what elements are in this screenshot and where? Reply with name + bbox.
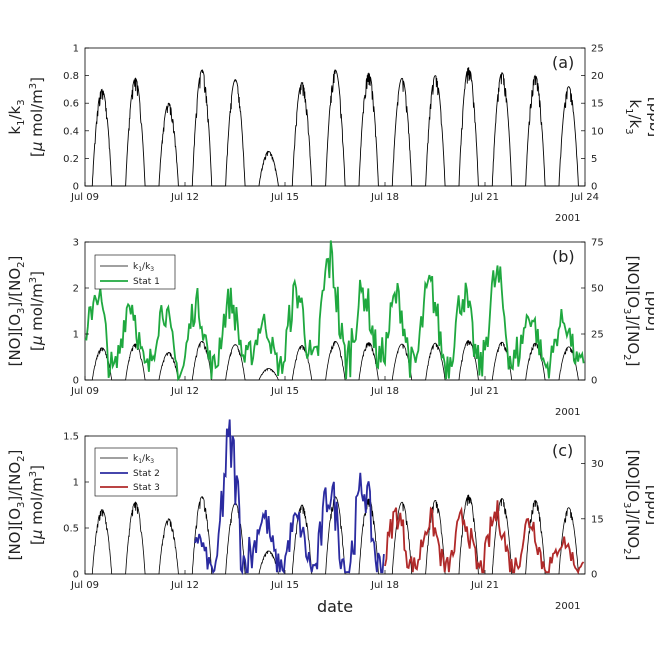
y-tick-label-left: 0.5 xyxy=(63,524,79,535)
x-tick-label: Jul 21 xyxy=(470,192,499,203)
y-tick-label-right: 0 xyxy=(591,376,597,387)
svg-text:[ppb]: [ppb] xyxy=(644,485,654,525)
y-tick-label-left: 3 xyxy=(73,238,79,249)
svg-text:[μ mol/m3]: [μ mol/m3] xyxy=(28,271,46,351)
x-tick-label: Jul 09 xyxy=(70,192,99,203)
panel-c: Jul 09 Jul 12 Jul 15 Jul 18 Jul 21 0 0.5 1 1.5 0 1… xyxy=(6,419,654,616)
y-tick-label-right: 75 xyxy=(591,238,604,249)
y-tick-label-left: 1 xyxy=(73,330,79,341)
panel-c-ylabel-right: [NO][O3]/[NO2] [ppb] xyxy=(621,450,654,561)
panel-b-label: (b) xyxy=(552,247,575,266)
panel-b-legend: k1/k3 Stat 1 xyxy=(94,254,176,290)
x-tick-label: Jul 18 xyxy=(370,192,399,203)
y-tick-label-right: 0 xyxy=(591,182,597,193)
svg-text:[ppb]: [ppb] xyxy=(644,291,654,331)
x-tick-label: Jul 21 xyxy=(470,386,499,397)
y-tick-label-right: 0 xyxy=(591,570,597,581)
legend-stat3-label: Stat 3 xyxy=(133,483,160,493)
panel-c-axes-box xyxy=(84,435,586,575)
svg-text:k1/k3: k1/k3 xyxy=(623,99,644,134)
x-tick-label: Jul 12 xyxy=(170,580,199,591)
y-tick-label-right: 25 xyxy=(591,330,604,341)
y-tick-label-right: 30 xyxy=(591,459,604,470)
y-tick-label-right: 20 xyxy=(591,71,604,82)
legend-stat1-label: Stat 1 xyxy=(133,277,160,287)
y-tick-label-left: 0 xyxy=(73,376,79,387)
panel-a-ylabel-left: k1/k3 [μ mol/m3] xyxy=(6,77,46,157)
y-tick-label-right: 15 xyxy=(591,514,604,525)
panel-b-year: 2001 xyxy=(555,407,580,418)
legend-k1k3-label: k1/k3 xyxy=(133,454,154,465)
y-tick-label-right: 10 xyxy=(591,126,604,137)
svg-text:[μ mol/m3]: [μ mol/m3] xyxy=(28,77,46,157)
x-tick-label: Jul 15 xyxy=(270,386,299,397)
panel-b: Jul 09 Jul 12 Jul 15 Jul 18 Jul 21 0 1 2 3 0 25 50 7… xyxy=(6,238,654,419)
y-tick-label-right: 15 xyxy=(591,99,604,110)
x-tick-label: Jul 18 xyxy=(370,580,399,591)
x-tick-label: Jul 18 xyxy=(370,386,399,397)
y-tick-label-left: 0.8 xyxy=(63,71,79,82)
legend-k1k3-label: k1/k3 xyxy=(133,262,154,273)
y-tick-label-right: 25 xyxy=(591,44,604,55)
y-tick-label-left: 0 xyxy=(73,182,79,193)
y-tick-label-right: 50 xyxy=(591,284,604,295)
panel-b-axes-box xyxy=(84,241,586,381)
y-tick-label-right: 5 xyxy=(591,154,597,165)
panel-b-ylabel-left: [NO][O3]/[NO2] [μ mol/m3] xyxy=(6,256,46,367)
y-tick-label-left: 1 xyxy=(73,44,79,55)
y-tick-label-left: 0.2 xyxy=(63,154,79,165)
panel-a-label: (a) xyxy=(552,53,574,72)
y-tick-label-left: 1 xyxy=(73,478,79,489)
panel-c-xlabel: date xyxy=(317,597,353,616)
x-tick-label: Jul 12 xyxy=(170,386,199,397)
svg-text:k1/k3: k1/k3 xyxy=(6,99,27,134)
panel-c-legend: k1/k3 Stat 2 Stat 3 xyxy=(94,447,178,497)
panel-a-axes-box xyxy=(84,47,586,187)
panel-b-ylabel-right: [NO][O3]/[NO2] [ppb] xyxy=(621,256,654,367)
y-tick-label-left: 0.4 xyxy=(63,126,79,137)
panel-c-year: 2001 xyxy=(555,601,580,612)
svg-text:[NO][O3]/[NO2]: [NO][O3]/[NO2] xyxy=(6,450,27,561)
panel-c-stat3-line xyxy=(384,500,585,575)
x-tick-label: Jul 15 xyxy=(270,580,299,591)
y-tick-label-left: 0 xyxy=(73,570,79,581)
panel-a-year: 2001 xyxy=(555,213,580,224)
x-tick-label: Jul 15 xyxy=(270,192,299,203)
panel-c-label: (c) xyxy=(552,441,573,460)
panel-a-k1k3-line xyxy=(85,67,585,187)
panel-b-stat1-line xyxy=(84,240,585,382)
panel-a: Jul 09 Jul 12 Jul 15 Jul 18 Jul 21 Jul 2400.2… xyxy=(6,44,654,225)
panel-b-k1k3-line xyxy=(85,339,585,381)
y-tick-label-left: 2 xyxy=(73,284,79,295)
panel-c-stat2-line xyxy=(194,419,385,576)
x-tick-label: Jul 24 xyxy=(570,192,599,203)
legend-stat2-label: Stat 2 xyxy=(133,469,160,479)
x-tick-label: Jul 09 xyxy=(70,580,99,591)
y-tick-label-left: 0.6 xyxy=(63,99,79,110)
svg-text:[NO][O3]/[NO2]: [NO][O3]/[NO2] xyxy=(6,256,27,367)
svg-text:[ppb]: [ppb] xyxy=(646,97,654,137)
svg-text:[NO][O3]/[NO2]: [NO][O3]/[NO2] xyxy=(621,450,642,561)
x-tick-label: Jul 09 xyxy=(70,386,99,397)
svg-text:[μ mol/m3]: [μ mol/m3] xyxy=(28,465,46,545)
x-tick-label: Jul 12 xyxy=(170,192,199,203)
svg-text:[NO][O3]/[NO2]: [NO][O3]/[NO2] xyxy=(621,256,642,367)
x-tick-label: Jul 21 xyxy=(470,580,499,591)
y-tick-label-left: 1.5 xyxy=(63,432,79,443)
panel-a-ylabel-right: k1/k3 [ppb] xyxy=(623,97,654,137)
panel-c-ylabel-left: [NO][O3]/[NO2] [μ mol/m3] xyxy=(6,450,46,561)
